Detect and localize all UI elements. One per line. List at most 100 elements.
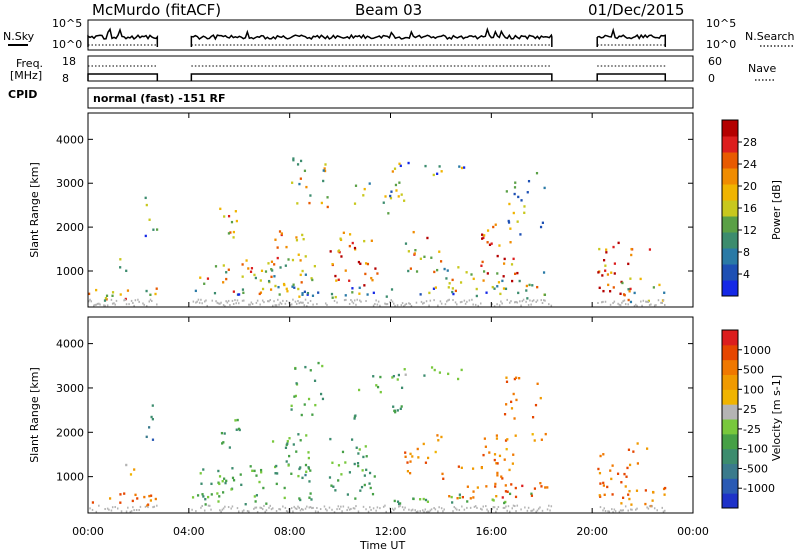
power-cell — [496, 254, 499, 258]
ground-scatter-cell — [428, 510, 430, 513]
velocity-cell — [151, 417, 154, 421]
ground-scatter-cell — [471, 298, 473, 301]
velocity-colorbar-swatch — [722, 330, 738, 346]
power-cell — [516, 271, 519, 275]
velocity-cell — [309, 492, 312, 495]
velocity-cell — [393, 499, 396, 503]
ground-scatter-cell — [353, 299, 356, 302]
velocity-cell — [460, 466, 463, 470]
velocity-cell — [530, 492, 533, 495]
power-cell — [227, 214, 231, 218]
ground-scatter-cell — [340, 505, 342, 508]
ground-scatter-cell — [132, 301, 134, 304]
ground-scatter-cell — [226, 301, 229, 304]
ground-scatter-cell — [261, 508, 264, 511]
ground-scatter-cell — [403, 508, 405, 511]
ground-scatter-cell — [317, 510, 319, 513]
velocity-cell — [220, 431, 224, 435]
velocity-colorbar-tick: -25 — [743, 423, 761, 436]
velocity-cell — [494, 482, 497, 486]
velocity-cell — [424, 498, 428, 502]
ground-scatter-cell — [89, 298, 91, 301]
ground-scatter-cell — [326, 509, 328, 512]
power-cell — [222, 281, 225, 284]
ground-scatter-cell — [403, 305, 405, 308]
power-cell — [353, 246, 357, 250]
velocity-cell — [521, 484, 524, 488]
nsearch-tick-bottom: 10^0 — [706, 38, 736, 51]
ground-scatter-cell — [284, 302, 287, 305]
velocity-cell — [424, 461, 428, 464]
velocity-cell — [258, 480, 261, 484]
velocity-cell — [292, 443, 295, 446]
velocity-cell — [231, 476, 235, 480]
velocity-cell — [303, 403, 306, 406]
ground-scatter-cell — [370, 508, 372, 511]
ground-scatter-cell — [266, 300, 269, 303]
velocity-panel: 1000 2000 3000 4000 Slant Range [km] — [28, 316, 694, 514]
ground-scatter-cell — [410, 509, 413, 512]
ground-scatter-cell — [422, 302, 424, 305]
velocity-cell — [274, 465, 277, 469]
ground-scatter-cell — [389, 301, 391, 304]
power-cell — [254, 276, 257, 280]
power-cell — [622, 293, 626, 296]
ground-scatter-cell — [253, 507, 255, 510]
ground-scatter-cell — [521, 300, 524, 303]
ground-scatter-cell — [114, 506, 116, 509]
nsearch-tick-top: 10^5 — [706, 17, 736, 30]
velocity-cell — [290, 404, 293, 408]
nsky-tick-top: 10^5 — [52, 17, 82, 30]
power-colorbar-swatch — [722, 248, 738, 265]
power-cell — [613, 262, 616, 265]
power-cell — [514, 272, 517, 276]
ground-scatter-cell — [660, 301, 662, 304]
ground-scatter-cell — [104, 304, 106, 307]
ground-scatter-cell — [312, 303, 314, 306]
ground-scatter-cell — [429, 299, 432, 302]
ground-scatter-cell — [661, 506, 663, 509]
velocity-cell — [485, 485, 488, 488]
ground-scatter-cell — [433, 299, 435, 302]
ground-scatter-cell — [496, 303, 498, 306]
velocity-cell — [364, 445, 367, 448]
power-cell — [438, 165, 441, 168]
velocity-cell — [357, 388, 361, 392]
power-cell — [480, 264, 483, 267]
power-colorbar-swatch — [722, 280, 738, 297]
velocity-cell — [151, 438, 155, 441]
ground-scatter-cell — [415, 301, 418, 304]
power-cell — [512, 211, 515, 215]
power-cell — [194, 289, 197, 293]
velocity-cell — [399, 407, 402, 411]
power-cell — [301, 269, 304, 273]
power-cell — [393, 167, 397, 170]
ground-scatter-cell — [106, 304, 109, 307]
ground-scatter-cell — [420, 300, 423, 303]
power-cell — [628, 290, 631, 293]
station-title: McMurdo (fitACF) — [92, 1, 221, 19]
velocity-cell — [483, 437, 486, 440]
ground-scatter-cell — [497, 505, 500, 508]
ground-scatter-cell — [416, 510, 419, 513]
ground-scatter-cell — [328, 506, 331, 509]
power-cell — [502, 262, 506, 265]
power-cell — [457, 266, 460, 269]
power-cell — [331, 296, 334, 299]
power-colorbar-tick: 16 — [743, 202, 757, 215]
velocity-cell — [599, 495, 602, 498]
power-cell — [351, 241, 354, 245]
power-cell — [330, 292, 334, 296]
ground-scatter-cell — [541, 302, 544, 305]
power-colorbar-swatch — [722, 184, 738, 201]
ground-scatter-cell — [288, 508, 290, 511]
ground-scatter-cell — [527, 303, 530, 306]
ground-scatter-cell — [149, 298, 152, 301]
ground-scatter-cell — [263, 301, 265, 304]
power-cell — [284, 264, 287, 267]
velocity-cell — [288, 454, 291, 458]
ground-scatter-cell — [379, 304, 381, 307]
ground-scatter-cell — [390, 510, 392, 513]
power-cell — [463, 166, 466, 169]
power-cell — [528, 283, 531, 287]
